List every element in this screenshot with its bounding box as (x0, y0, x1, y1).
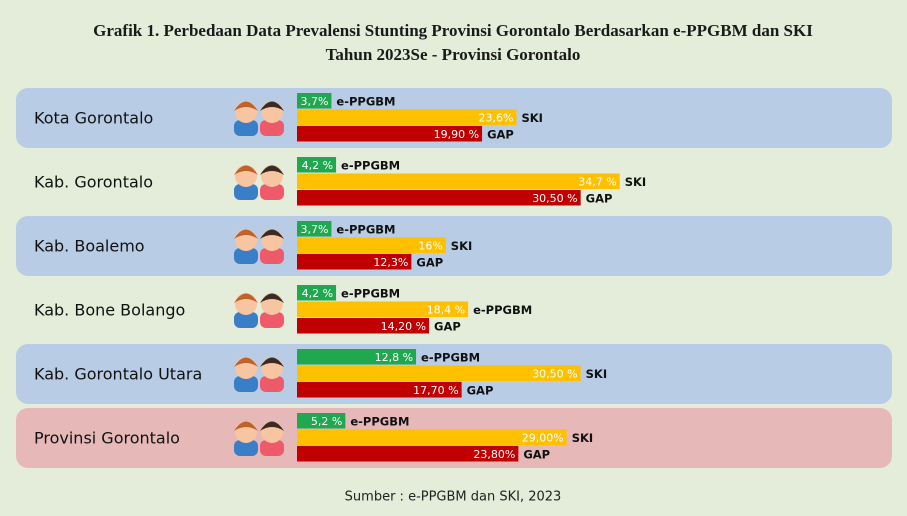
value-label: 12,3% (373, 256, 408, 269)
bar-tag: GAP (487, 127, 514, 141)
value-label: 16% (418, 239, 442, 252)
bar (297, 413, 346, 429)
category-label: Kab. Boalemo (34, 237, 145, 256)
bar (297, 254, 412, 270)
value-label: 14,20 % (381, 320, 426, 333)
value-label: 3,7% (300, 223, 328, 236)
value-label: 4,2 % (302, 287, 333, 300)
value-label: 23,6% (479, 111, 514, 124)
value-label: 3,7% (300, 95, 328, 108)
icon (260, 440, 284, 456)
icon (260, 421, 284, 431)
icon (234, 357, 258, 367)
icon (260, 184, 284, 200)
icon (234, 184, 258, 200)
icon (234, 421, 258, 431)
bar-tag: GAP (467, 383, 494, 397)
bar (297, 429, 567, 445)
bar (297, 126, 483, 142)
source: Sumber : e-PPGBM dan SKI, 2023 (345, 490, 562, 505)
icon (260, 357, 284, 367)
bar (297, 157, 337, 173)
bar-tag: SKI (625, 175, 646, 189)
value-label: 17,70 % (413, 384, 458, 397)
bar (297, 349, 417, 365)
value-label: 23,80% (473, 448, 515, 461)
icon (234, 165, 258, 175)
category-label: Kab. Bone Bolango (34, 301, 185, 320)
icon (260, 293, 284, 303)
category-label: Kab. Gorontalo Utara (34, 365, 202, 384)
icon (234, 376, 258, 392)
bar-tag: e-PPGBM (336, 94, 395, 108)
bar-tag: SKI (451, 239, 472, 253)
value-label: 34,7 % (578, 175, 616, 188)
bar-tag: SKI (572, 431, 593, 445)
bar-tag: e-PPGBM (336, 222, 395, 236)
bar (297, 365, 581, 381)
bar (297, 221, 332, 237)
icon (260, 165, 284, 175)
bar (297, 190, 581, 206)
bar-tag: e-PPGBM (350, 414, 409, 428)
bar (297, 109, 517, 125)
chart-subtitle: Tahun 2023Se - Provinsi Gorontalo (326, 45, 581, 64)
value-label: 18,4 % (427, 303, 465, 316)
icon (260, 248, 284, 264)
value-label: 4,2 % (302, 159, 333, 172)
icon (234, 440, 258, 456)
icon (260, 120, 284, 136)
icon (260, 229, 284, 239)
bar (297, 446, 519, 462)
bar-tag: SKI (586, 367, 607, 381)
bar-tag: GAP (586, 191, 613, 205)
icon (260, 101, 284, 111)
icon (234, 312, 258, 328)
bar (297, 93, 332, 109)
value-label: 5,2 % (311, 415, 342, 428)
value-label: 12,8 % (375, 351, 413, 364)
bar-tag: e-PPGBM (341, 286, 400, 300)
value-label: 30,50 % (532, 367, 577, 380)
bar (297, 285, 337, 301)
icon (234, 293, 258, 303)
bar (297, 237, 446, 253)
value-label: 19,90 % (434, 128, 479, 141)
bar-tag: SKI (521, 111, 542, 125)
value-label: 29,00% (522, 431, 564, 444)
category-label: Provinsi Gorontalo (34, 429, 180, 448)
bar (297, 382, 462, 398)
bar-tag: e-PPGBM (341, 158, 400, 172)
category-label: Kab. Gorontalo (34, 173, 153, 192)
icon (234, 229, 258, 239)
icon (234, 101, 258, 111)
bar (297, 301, 469, 317)
chart-title: Grafik 1. Perbedaan Data Prevalensi Stun… (93, 21, 813, 40)
bar (297, 318, 430, 334)
bar-tag: GAP (434, 319, 461, 333)
bar-tag: GAP (523, 447, 550, 461)
value-label: 30,50 % (532, 192, 577, 205)
bar (297, 173, 620, 189)
icon (260, 312, 284, 328)
icon (260, 376, 284, 392)
bar-tag: e-PPGBM (473, 303, 532, 317)
bar-tag: e-PPGBM (421, 350, 480, 364)
icon (234, 120, 258, 136)
bar-tag: GAP (416, 255, 443, 269)
icon (234, 248, 258, 264)
category-label: Kota Gorontalo (34, 109, 153, 128)
